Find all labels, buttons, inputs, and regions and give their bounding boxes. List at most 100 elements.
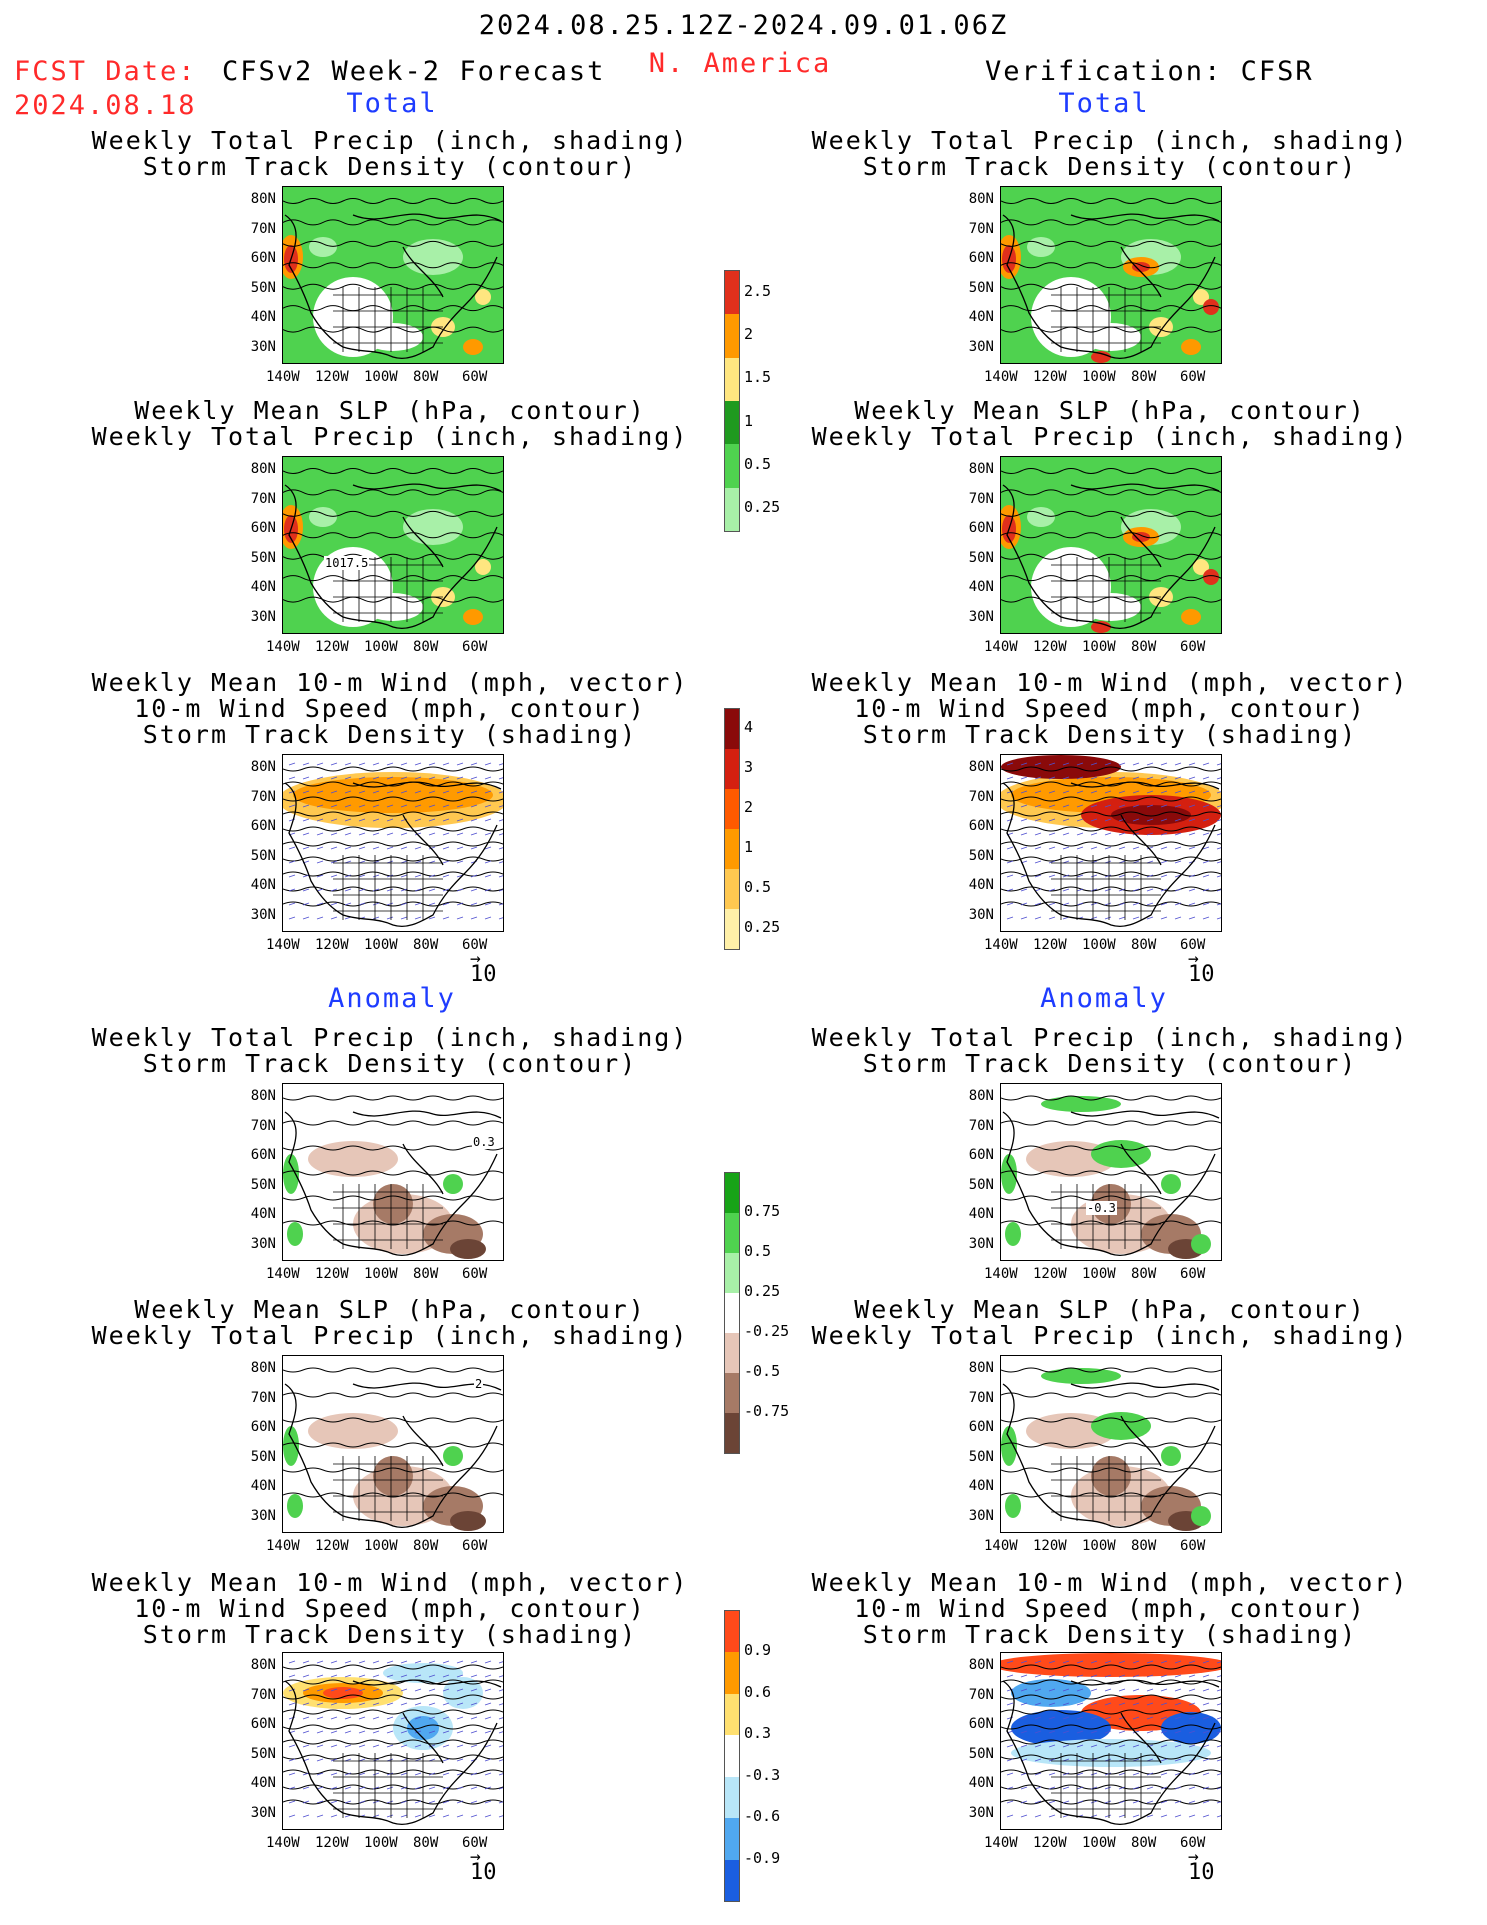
colorbar-label: 0.5 [744, 1242, 772, 1260]
colorbar-segment [725, 1253, 739, 1293]
lat-tick-label: 50N [968, 1176, 994, 1193]
shading-region [1203, 299, 1219, 315]
lat-tick-label: 60N [968, 1147, 994, 1163]
state-borders [1051, 1456, 1161, 1521]
shading-region [1111, 805, 1191, 825]
coastline [284, 781, 502, 927]
contour-lines [1001, 1664, 1221, 1805]
colorbar-label: 0.6 [744, 1682, 772, 1701]
colorbar-label: 0.75 [744, 1202, 781, 1220]
shading-region [1193, 559, 1209, 575]
contour-lines [283, 198, 503, 333]
wind-vectors [288, 1660, 503, 1818]
lat-tick-label: 60N [250, 1716, 276, 1732]
lon-tick-label: 140W [984, 1266, 1018, 1282]
shading-region [1132, 262, 1150, 272]
shading-region [1005, 1494, 1021, 1518]
lat-tick-label: 40N [968, 579, 994, 595]
total-label-right: Total [1058, 88, 1150, 119]
lat-tick-label: 40N [250, 309, 276, 325]
vector-reference: → 10 [470, 950, 497, 986]
vector-reference-value: 10 [470, 1860, 497, 1885]
lon-tick-label: 100W [364, 1538, 398, 1554]
lat-tick-label: 70N [968, 1389, 994, 1406]
lon-tick-label: 120W [1033, 639, 1067, 655]
lat-tick-label: 30N [250, 1235, 276, 1252]
shading-region [287, 1222, 303, 1246]
lat-tick-label: 70N [250, 490, 276, 507]
forecast-title: CFSv2 Week-2 Forecast [222, 56, 606, 87]
shading-region [450, 1511, 486, 1531]
colorbar-segment [725, 487, 739, 531]
map-panel [282, 456, 504, 634]
contour-lines [283, 1367, 503, 1498]
shading-region [1001, 1154, 1017, 1194]
lat-tick-label: 80N [968, 1088, 994, 1104]
lon-tick-label: 60W [1180, 937, 1206, 953]
lon-tick-label: 60W [1180, 1538, 1206, 1554]
lat-tick-label: 30N [250, 1507, 276, 1524]
lat-tick-label: 80N [968, 191, 994, 207]
arrow-icon: → [1188, 1846, 1199, 1867]
lat-tick-label: 50N [250, 1745, 276, 1762]
map-panel [282, 1355, 504, 1533]
lon-tick-label: 140W [266, 639, 300, 655]
colorbar-segment [725, 1735, 739, 1777]
lon-tick-label: 100W [1082, 937, 1116, 953]
lat-tick-label: 70N [968, 1686, 994, 1703]
colorbar-label: -0.75 [744, 1402, 790, 1420]
contour-lines [283, 766, 503, 907]
lon-tick-label: 60W [1180, 639, 1206, 655]
contour-lines [283, 1095, 503, 1226]
map-panel [1000, 1355, 1222, 1533]
lon-tick-label: 120W [1033, 1266, 1067, 1282]
lon-tick-label: 80W [1131, 639, 1157, 655]
lat-tick-label: 50N [250, 279, 276, 296]
lon-tick-label: 120W [315, 1835, 349, 1851]
lat-tick-label: 50N [968, 279, 994, 296]
lon-tick-label: 80W [1131, 937, 1157, 953]
lon-tick-label: 100W [364, 1835, 398, 1851]
lat-tick-label: 40N [968, 309, 994, 325]
shading-region [1011, 1739, 1211, 1767]
colorbar-segment [725, 909, 739, 949]
colorbar-segment [725, 271, 739, 315]
map-panel [282, 1652, 504, 1830]
shading-region [1191, 1234, 1211, 1254]
lat-tick-label: 40N [250, 877, 276, 893]
vector-reference: → 10 [1188, 1846, 1215, 1884]
panel-title: Weekly Total Precip (inch, shading) Stor… [811, 126, 1409, 181]
lon-tick-label: 60W [462, 1266, 488, 1282]
map-plot [1001, 755, 1221, 931]
colorbar-label: 2.5 [744, 281, 772, 300]
lon-tick-label: 100W [1082, 1835, 1116, 1851]
shading-region [475, 559, 491, 575]
lat-tick-label: 30N [968, 1507, 994, 1524]
colorbar-segment [725, 1818, 739, 1860]
shading-region [1041, 1096, 1121, 1112]
panel-title: Weekly Total Precip (inch, shading) Stor… [91, 126, 689, 181]
shading-region [1193, 289, 1209, 305]
shading-region [407, 1716, 439, 1740]
lat-tick-label: 80N [250, 1088, 276, 1104]
state-borders [1051, 1753, 1161, 1818]
anomaly-label-right: Anomaly [1040, 983, 1168, 1014]
map-plot [283, 1084, 503, 1260]
contour-lines [1001, 468, 1221, 603]
colorbar-label: -0.6 [744, 1807, 781, 1826]
shading-region [383, 1663, 463, 1683]
lat-tick-label: 60N [968, 250, 994, 266]
lon-tick-label: 80W [413, 1538, 439, 1554]
lat-tick-label: 70N [968, 220, 994, 237]
lat-tick-label: 30N [250, 1804, 276, 1821]
shading-region [1203, 569, 1219, 585]
shading-region [1027, 507, 1055, 527]
lat-tick-label: 60N [968, 818, 994, 834]
lon-tick-label: 60W [1180, 369, 1206, 385]
map-panel [1000, 754, 1222, 932]
lat-tick-label: 80N [250, 191, 276, 207]
lat-tick-label: 60N [250, 250, 276, 266]
lon-tick-label: 120W [315, 1538, 349, 1554]
lat-tick-label: 60N [250, 818, 276, 834]
shading-region [1181, 609, 1201, 625]
